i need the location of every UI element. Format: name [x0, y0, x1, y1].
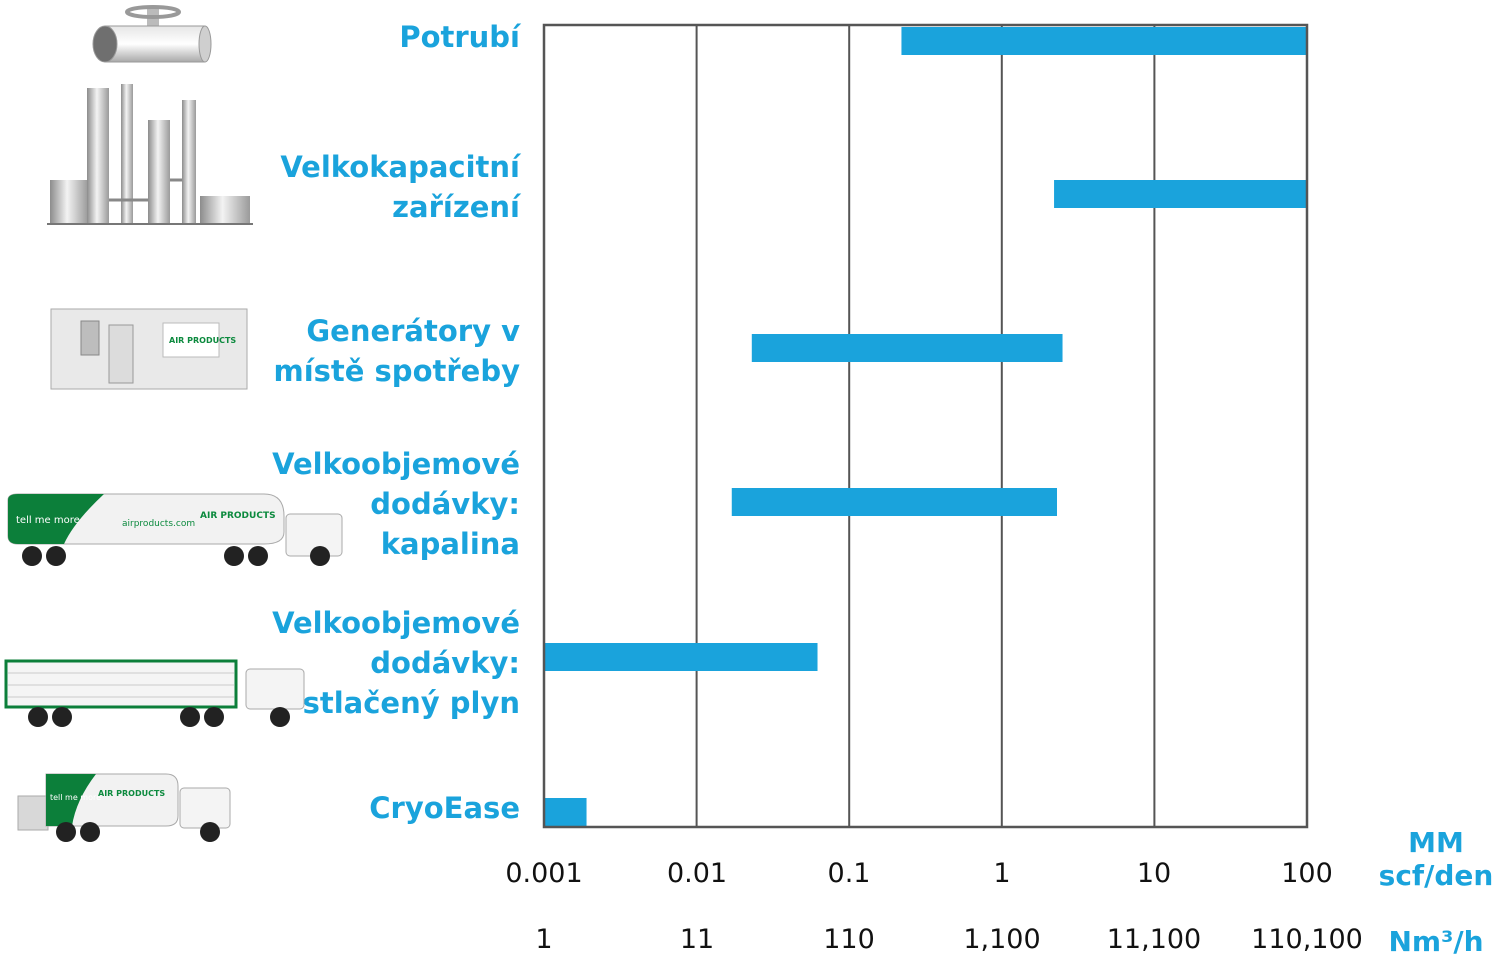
category-label-potrubi: Potrubí	[399, 20, 520, 54]
tube-trailer-truck-icon	[4, 659, 305, 727]
tick-label-secondary: 11,100	[1106, 924, 1202, 955]
onsite-generator-container-icon: AIR PRODUCTS	[50, 308, 248, 390]
category-label-kapalina: Velkoobjemové dodávky: kapalina	[272, 447, 520, 561]
range-bar	[901, 27, 1307, 55]
range-bar	[731, 488, 1057, 516]
plot-frame	[542, 23, 1309, 829]
svg-text:AIR PRODUCTS: AIR PRODUCTS	[98, 789, 165, 798]
tick-label-secondary: 110	[823, 924, 875, 955]
range-bar	[544, 798, 587, 826]
tick-label-primary: 100	[1281, 858, 1333, 889]
range-bar	[1054, 180, 1307, 208]
category-label-velkokapacitni: Velkokapacitní zařízení	[280, 150, 520, 224]
svg-text:tell me more: tell me more	[50, 793, 101, 802]
range-bar	[751, 334, 1063, 362]
svg-text:tell me more: tell me more	[16, 515, 80, 526]
tick-label-secondary: 11	[679, 924, 715, 955]
tick-label-primary: 0.1	[827, 858, 871, 889]
industrial-plant-icon	[47, 84, 253, 225]
category-label-cryoease: CryoEase	[369, 791, 520, 825]
tick-label-primary: 0.01	[666, 858, 728, 889]
unit-label-secondary: Nm³/h	[1388, 925, 1484, 958]
category-label-generatory: Generátory v místě spotřeby	[273, 314, 521, 388]
tick-label-primary: 0.001	[505, 858, 583, 889]
chart-bars	[544, 27, 1307, 826]
chart-grid	[695, 25, 1156, 827]
svg-text:airproducts.com: airproducts.com	[122, 519, 195, 529]
liquid-tanker-truck-icon: tell me more airproducts.com AIR PRODUCT…	[7, 493, 343, 566]
tick-label-secondary: 1	[535, 924, 553, 955]
svg-text:AIR PRODUCTS: AIR PRODUCTS	[169, 336, 236, 345]
category-label-stlaceny-plyn: Velkoobjemové dodávky: stlačený plyn	[272, 606, 520, 720]
tick-label-primary: 10	[1136, 858, 1172, 889]
range-bar	[544, 643, 818, 671]
unit-label-primary: MM scf/den	[1378, 826, 1494, 892]
svg-text:AIR PRODUCTS: AIR PRODUCTS	[200, 511, 276, 521]
cryoease-truck-icon: tell me more AIR PRODUCTS	[17, 773, 231, 842]
tick-label-secondary: 110,100	[1251, 924, 1363, 955]
tick-label-primary: 1	[993, 858, 1011, 889]
tick-label-secondary: 1,100	[963, 924, 1041, 955]
pipeline-icon	[92, 5, 212, 63]
